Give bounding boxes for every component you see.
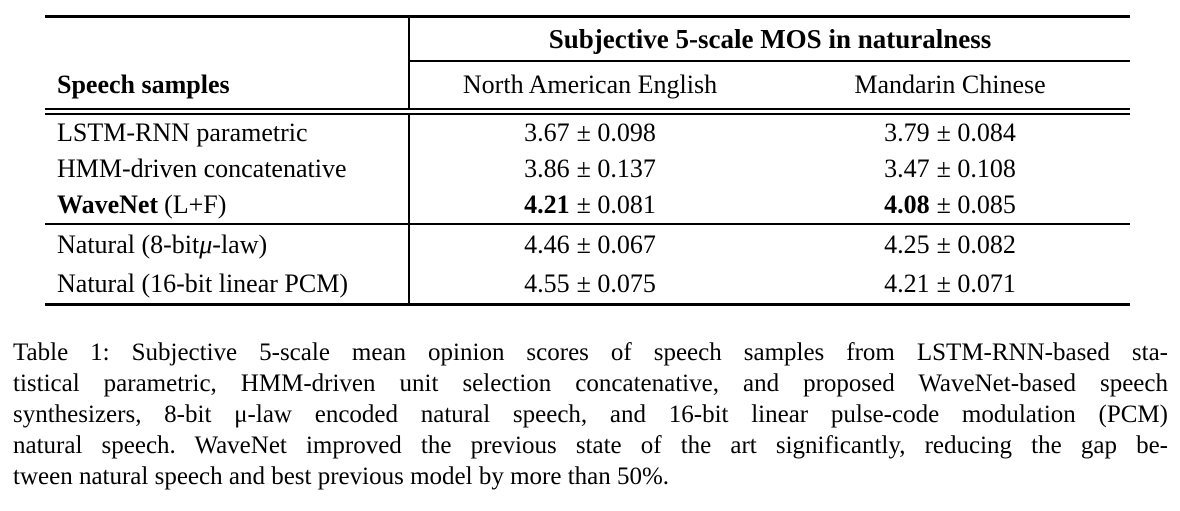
cell-english: 3.86 ± 0.137 bbox=[410, 151, 770, 187]
group-header-row: Subjective 5-scale MOS in naturalness bbox=[45, 18, 1130, 60]
mean-value: 4.21 bbox=[884, 268, 930, 298]
error-value: ± 0.108 bbox=[936, 154, 1016, 183]
error-value: ± 0.084 bbox=[936, 118, 1016, 147]
row-values: 4.55 ± 0.075 4.21 ± 0.071 bbox=[408, 264, 1130, 303]
midrule bbox=[45, 223, 1130, 225]
table-row-hmm: HMM-driven concatenative 3.86 ± 0.137 3.… bbox=[45, 151, 1130, 187]
mean-value: 4.08 bbox=[884, 190, 930, 219]
mean-value: 3.47 bbox=[884, 154, 930, 183]
group-header-spacer bbox=[45, 18, 408, 60]
table-row-wavenet: WaveNet (L+F) 4.21 ± 0.081 4.08 ± 0.085 bbox=[45, 187, 1130, 223]
row-label-variant: (L+F) bbox=[164, 190, 227, 219]
cell-mandarin: 3.79 ± 0.084 bbox=[770, 115, 1130, 151]
row-label-pre: Natural (8-bit bbox=[57, 229, 200, 259]
error-value: ± 0.137 bbox=[576, 154, 656, 183]
error-value: ± 0.098 bbox=[576, 118, 656, 147]
mos-table: Subjective 5-scale MOS in naturalness Sp… bbox=[45, 15, 1130, 306]
row-label-mu: μ bbox=[199, 229, 213, 259]
mean-value: 4.25 bbox=[884, 229, 930, 259]
row-values: 4.21 ± 0.081 4.08 ± 0.085 bbox=[408, 187, 1130, 223]
row-label: HMM-driven concatenative bbox=[57, 154, 347, 183]
cell-english: 4.55 ± 0.075 bbox=[410, 264, 770, 303]
error-value: ± 0.071 bbox=[936, 268, 1016, 298]
group-header-title: Subjective 5-scale MOS in naturalness bbox=[548, 23, 992, 54]
caption-line: Table 1: Subjective 5-scale mean opinion… bbox=[13, 339, 1168, 366]
error-value: ± 0.081 bbox=[576, 190, 656, 219]
error-value: ± 0.075 bbox=[576, 268, 656, 298]
double-rule bbox=[45, 108, 1130, 115]
error-value: ± 0.082 bbox=[936, 229, 1016, 259]
caption-line: natural speech. WaveNet improved the pre… bbox=[13, 432, 1168, 459]
error-value: ± 0.085 bbox=[936, 190, 1016, 219]
table-row-natural-mulaw: Natural (8-bit μ -law) 4.46 ± 0.067 4.25… bbox=[45, 225, 1130, 264]
mean-value: 4.46 bbox=[524, 229, 570, 259]
table-caption: Table 1: Subjective 5-scale mean opinion… bbox=[13, 337, 1168, 492]
error-value: ± 0.067 bbox=[576, 229, 656, 259]
column-header-row: Speech samples North American English Ma… bbox=[45, 62, 1130, 108]
caption-line: synthesizers, 8-bit μ-law encoded natura… bbox=[13, 401, 1168, 428]
caption-line: tween natural speech and best previous m… bbox=[13, 463, 670, 490]
row-values: 3.67 ± 0.098 3.79 ± 0.084 bbox=[408, 115, 1130, 151]
table-top-rule bbox=[45, 15, 1130, 18]
col-header-english: North American English bbox=[462, 70, 718, 99]
row-values: 3.86 ± 0.137 3.47 ± 0.108 bbox=[408, 151, 1130, 187]
row-label: WaveNet (L+F) bbox=[45, 187, 408, 223]
group-header-cell: Subjective 5-scale MOS in naturalness bbox=[408, 18, 1130, 60]
cell-mandarin: 3.47 ± 0.108 bbox=[770, 151, 1130, 187]
row-label-model: WaveNet bbox=[57, 190, 159, 219]
row-label-post: -law) bbox=[212, 229, 268, 259]
speech-samples-header: Speech samples bbox=[57, 70, 230, 99]
cell-mandarin: 4.21 ± 0.071 bbox=[770, 264, 1130, 303]
cmidrule bbox=[408, 60, 1130, 62]
mean-value: 3.67 bbox=[524, 118, 570, 147]
mean-value: 3.86 bbox=[524, 154, 570, 183]
caption-line: tistical parametric, HMM-driven unit sel… bbox=[13, 370, 1168, 397]
cell-english: 4.46 ± 0.067 bbox=[410, 225, 770, 264]
column-headers: North American English Mandarin Chinese bbox=[408, 62, 1130, 108]
table-row-natural-pcm: Natural (16-bit linear PCM) 4.55 ± 0.075… bbox=[45, 264, 1130, 303]
col-header-mandarin: Mandarin Chinese bbox=[854, 70, 1046, 99]
cell-mandarin: 4.08 ± 0.085 bbox=[770, 187, 1130, 223]
mean-value: 4.55 bbox=[524, 268, 570, 298]
table-bottom-rule bbox=[45, 303, 1130, 306]
cell-mandarin: 4.25 ± 0.082 bbox=[770, 225, 1130, 264]
cell-english: 4.21 ± 0.081 bbox=[410, 187, 770, 223]
row-label: LSTM-RNN parametric bbox=[57, 118, 308, 147]
table-row-lstm: LSTM-RNN parametric 3.67 ± 0.098 3.79 ± … bbox=[45, 115, 1130, 151]
mean-value: 3.79 bbox=[884, 118, 930, 147]
row-values: 4.46 ± 0.067 4.25 ± 0.082 bbox=[408, 225, 1130, 264]
mean-value: 4.21 bbox=[524, 190, 570, 219]
cell-english: 3.67 ± 0.098 bbox=[410, 115, 770, 151]
row-label: Natural (16-bit linear PCM) bbox=[57, 268, 348, 298]
row-label: Natural (8-bit μ -law) bbox=[45, 225, 408, 264]
